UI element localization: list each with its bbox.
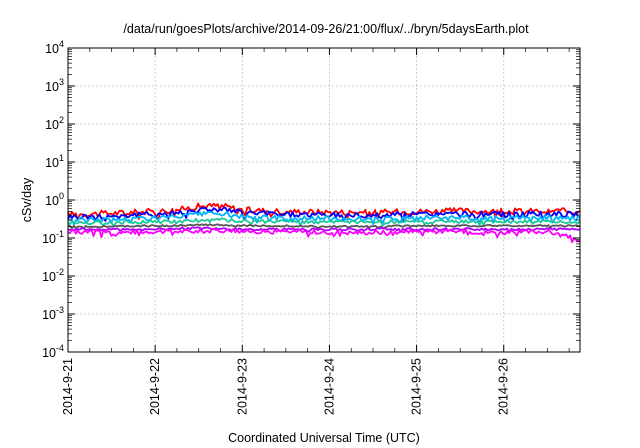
y-tick-label: 10-1: [42, 229, 64, 246]
y-tick-base: 10: [45, 42, 59, 56]
y-axis-label: cSv/day: [20, 177, 34, 222]
series-line: [67, 227, 581, 244]
y-tick-label: 101: [45, 153, 64, 170]
axis-ticks: [67, 47, 580, 353]
x-tick-label: 2014-9-22: [148, 358, 162, 415]
y-tick-base: 10: [42, 270, 56, 284]
x-tick-label: 2014-9-23: [235, 358, 249, 415]
y-tick-label: 10-3: [42, 305, 64, 322]
y-tick-exponent: -2: [56, 267, 64, 277]
grid-lines: [68, 48, 580, 352]
x-tick-label: 2014-9-21: [61, 358, 75, 415]
y-tick-label: 10-2: [42, 267, 64, 284]
y-tick-exponent: -1: [56, 229, 64, 239]
y-tick-exponent: -4: [56, 343, 64, 353]
y-tick-label: 10-4: [42, 343, 64, 360]
y-tick-exponent: 2: [59, 115, 64, 125]
x-tick-label: 2014-9-24: [322, 358, 336, 415]
y-tick-label: 102: [45, 115, 64, 132]
y-tick-base: 10: [45, 80, 59, 94]
y-tick-base: 10: [42, 308, 56, 322]
series-line: [67, 211, 581, 226]
y-tick-base: 10: [45, 156, 59, 170]
y-tick-base: 10: [45, 194, 59, 208]
series-line: [67, 223, 581, 230]
y-tick-base: 10: [42, 232, 56, 246]
chart-title: /data/run/goesPlots/archive/2014-09-26/2…: [123, 22, 529, 36]
y-tick-exponent: 3: [59, 77, 64, 87]
x-tick-label: 2014-9-25: [410, 358, 424, 415]
y-tick-exponent: 0: [59, 191, 64, 201]
series-line: [67, 217, 581, 227]
y-tick-base: 10: [42, 346, 56, 360]
y-tick-label: 104: [45, 39, 64, 56]
y-tick-exponent: -3: [56, 305, 64, 315]
y-tick-label: 103: [45, 77, 64, 94]
x-axis-label: Coordinated Universal Time (UTC): [228, 431, 420, 445]
x-tick-labels: 2014-9-21 2014-9-22 2014-9-23 2014-9-24 2014…: [61, 358, 511, 415]
series-group: [67, 202, 581, 244]
x-tick-label: 2014-9-26: [497, 358, 511, 415]
y-tick-label: 100: [45, 191, 64, 208]
y-tick-exponent: 4: [59, 39, 64, 49]
series-line: [67, 226, 581, 233]
y-tick-exponent: 1: [59, 153, 64, 163]
y-tick-base: 10: [45, 118, 59, 132]
